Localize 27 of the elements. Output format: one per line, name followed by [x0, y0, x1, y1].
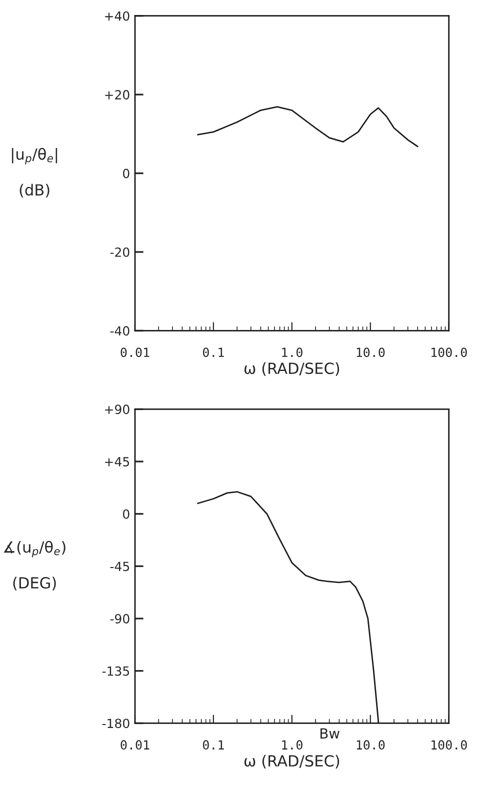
y-tick-label: 0 [123, 509, 130, 519]
x-tick-label: 100.0 [432, 348, 467, 358]
x-tick-label: 10.0 [356, 740, 385, 750]
x-tick-label: 0.1 [202, 740, 224, 750]
x-tick-label: 100.0 [432, 740, 467, 750]
y-tick-label: 0 [123, 168, 130, 178]
y-tick-label: +20 [105, 90, 130, 100]
y-tick-label: -180 [102, 718, 130, 728]
text: ∡(u$_{p}$/θ$_{e}$) (DEG) [4, 540, 66, 590]
x-tick-label: 1.0 [282, 740, 302, 750]
y-tick-label: -45 [110, 562, 130, 572]
y-tick-label: +45 [105, 457, 130, 466]
y-tick-label: +90 [105, 404, 130, 414]
x-tick-label: 10.0 [356, 348, 385, 358]
x-tick-label: 0.01 [120, 740, 150, 750]
x-tick-label: 1.0 [282, 348, 302, 358]
y-tick-label: -20 [110, 247, 130, 257]
x-tick-label: 0.01 [120, 348, 150, 358]
y-tick-label: -90 [110, 614, 130, 624]
y-tick-label: +40 [105, 11, 130, 21]
text: Bw [320, 728, 340, 738]
y-tick-label: -135 [102, 666, 130, 676]
x-axis-title: ω (RAD/SEC) [244, 754, 340, 768]
x-axis-title: ω (RAD/SEC) [244, 362, 340, 376]
text: |u$_{p}$/θ$_{e}$| (dB) [12, 148, 58, 198]
y-tick-label: -40 [110, 326, 130, 336]
x-tick-label: 0.1 [202, 348, 224, 358]
